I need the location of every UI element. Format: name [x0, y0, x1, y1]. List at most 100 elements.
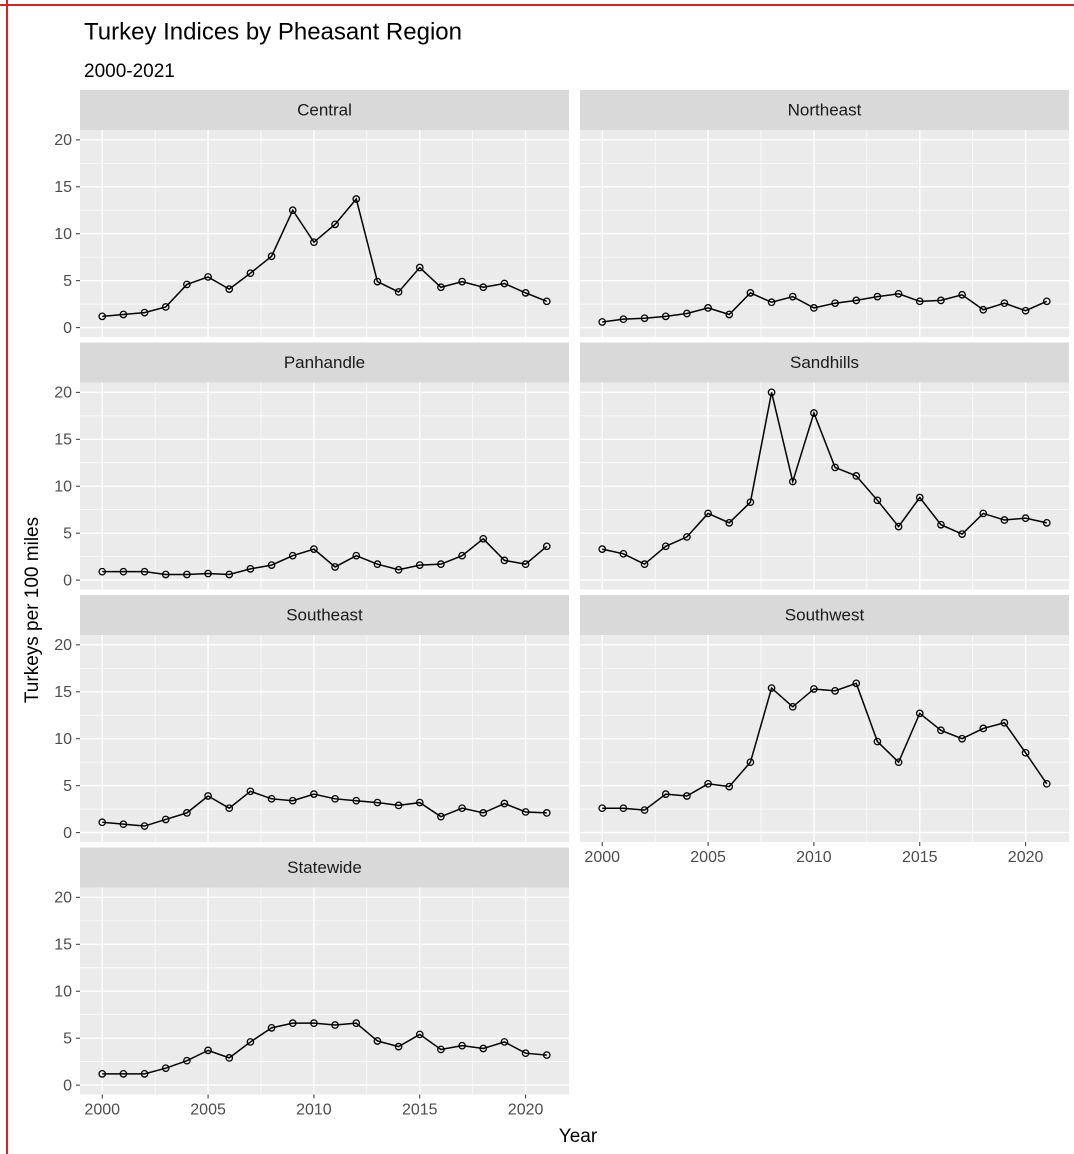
- data-point: [852, 472, 861, 480]
- data-point: [98, 312, 107, 321]
- data-point: [725, 310, 734, 319]
- data-point: [767, 298, 776, 307]
- data-point: [1021, 306, 1030, 315]
- data-point: [161, 303, 170, 311]
- facet-label: Southwest: [785, 605, 865, 624]
- data-point: [937, 520, 945, 529]
- data-point: [288, 796, 297, 805]
- facet-strip: [580, 342, 1069, 383]
- y-tick-label: 10: [54, 983, 72, 1000]
- data-point: [204, 1046, 212, 1055]
- data-point: [310, 790, 318, 798]
- data-point: [246, 1038, 255, 1046]
- data-point: [394, 565, 403, 574]
- x-tick-label: 2015: [402, 1102, 438, 1119]
- data-point: [204, 273, 212, 281]
- data-point: [1000, 718, 1009, 727]
- data-point: [246, 787, 255, 796]
- data-point: [437, 283, 445, 292]
- data-point: [873, 496, 882, 505]
- data-point: [1042, 779, 1051, 788]
- data-point: [640, 806, 649, 814]
- data-point: [542, 542, 551, 551]
- data-point: [98, 567, 107, 576]
- data-point: [598, 318, 607, 326]
- data-point: [704, 509, 712, 518]
- data-point: [119, 820, 128, 829]
- data-point: [725, 782, 734, 791]
- series-line: [102, 790, 547, 827]
- data-point: [415, 798, 424, 807]
- y-tick-label: 20: [54, 637, 72, 654]
- data-point: [746, 758, 755, 767]
- data-point: [267, 252, 276, 261]
- data-point: [352, 1019, 361, 1028]
- data-point: [598, 804, 607, 813]
- data-point: [458, 277, 466, 286]
- data-point: [937, 726, 945, 735]
- data-point: [331, 794, 339, 803]
- data-point: [683, 792, 691, 800]
- y-tick-label: 0: [63, 572, 72, 589]
- data-point: [788, 292, 797, 301]
- x-tick-label: 2005: [690, 849, 726, 866]
- data-point: [542, 1051, 551, 1059]
- y-tick-label: 0: [63, 1077, 72, 1094]
- series-line: [102, 197, 548, 318]
- facet-strip: [80, 847, 569, 888]
- data-point: [894, 289, 903, 298]
- y-tick-label: 0: [63, 320, 72, 337]
- data-point: [852, 296, 861, 305]
- y-tick-label: 5: [63, 525, 72, 542]
- data-point: [1042, 297, 1051, 306]
- y-tick-label: 10: [54, 226, 72, 243]
- y-tick-label: 20: [54, 890, 72, 907]
- y-tick-label: 5: [63, 778, 72, 795]
- data-point: [288, 551, 297, 560]
- series-line: [102, 537, 548, 576]
- x-tick-label: 2010: [296, 1102, 332, 1119]
- data-point: [619, 804, 628, 813]
- facet-label: Panhandle: [284, 353, 365, 372]
- data-point: [746, 289, 755, 297]
- data-point: [1042, 518, 1051, 527]
- data-point: [915, 493, 924, 502]
- y-tick-label: 0: [63, 825, 72, 842]
- data-point: [788, 477, 797, 486]
- data-point: [661, 790, 670, 798]
- data-point: [542, 809, 551, 817]
- data-point: [1000, 299, 1009, 308]
- x-tick-label: 2020: [1008, 849, 1044, 866]
- data-point: [894, 522, 903, 531]
- data-point: [479, 534, 488, 543]
- facet-strip: [80, 595, 569, 635]
- data-point: [161, 815, 170, 824]
- data-point: [958, 734, 966, 743]
- data-point: [267, 561, 276, 569]
- data-point: [704, 779, 712, 788]
- data-point: [937, 296, 945, 305]
- facet-strip: [80, 90, 569, 130]
- data-point: [521, 289, 530, 297]
- data-point: [352, 551, 361, 560]
- data-point: [204, 792, 212, 800]
- data-point: [373, 798, 382, 807]
- data-point: [873, 737, 882, 746]
- data-point: [288, 1019, 297, 1028]
- y-tick-label: 10: [54, 478, 72, 495]
- chart-subtitle: 2000-2021: [84, 61, 175, 82]
- series-line: [602, 392, 1047, 566]
- data-point: [373, 1037, 382, 1045]
- data-point: [767, 388, 776, 397]
- data-point: [1000, 516, 1009, 524]
- facet-strip: [580, 90, 1069, 130]
- data-point: [331, 1021, 339, 1029]
- data-point: [352, 796, 361, 805]
- data-point: [183, 280, 191, 289]
- data-point: [161, 570, 170, 579]
- data-point: [598, 545, 607, 553]
- data-point: [140, 1069, 149, 1078]
- data-point: [288, 206, 297, 215]
- data-point: [415, 561, 424, 569]
- data-point: [310, 238, 318, 247]
